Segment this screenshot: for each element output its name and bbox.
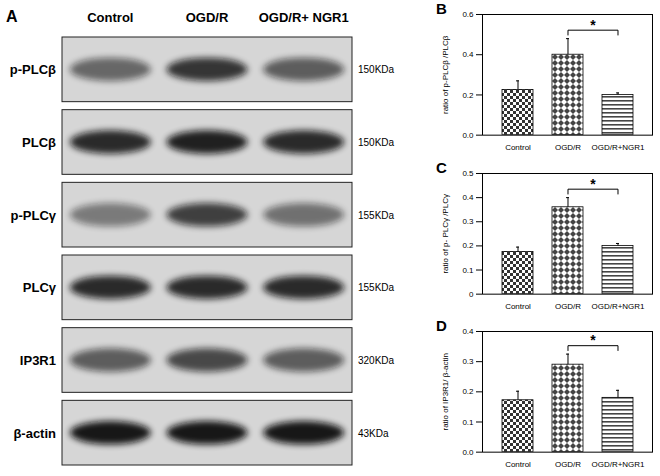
svg-text:*: *	[590, 17, 596, 33]
svg-text:OGD/R: OGD/R	[555, 460, 581, 469]
svg-text:IP3R1: IP3R1	[20, 353, 56, 368]
svg-text:Control: Control	[87, 10, 133, 25]
svg-text:43KDa: 43KDa	[358, 428, 389, 439]
svg-text:OGD/R+NGR1: OGD/R+NGR1	[591, 301, 645, 310]
html-text:C: C	[436, 158, 447, 176]
svg-text:Control: Control	[505, 301, 531, 310]
svg-text:β-actin: β-actin	[13, 426, 56, 441]
svg-text:p-PLCγ: p-PLCγ	[11, 208, 57, 223]
svg-text:Control: Control	[505, 143, 531, 152]
svg-text:*: *	[590, 175, 596, 191]
svg-text:155KDa: 155KDa	[358, 282, 395, 293]
svg-text:OGD/R+NGR1: OGD/R+NGR1	[591, 143, 645, 152]
svg-text:0.0: 0.0	[462, 448, 474, 457]
svg-text:OGD/R: OGD/R	[555, 143, 581, 152]
svg-text:ratio of p-PLCβ /PLCβ: ratio of p-PLCβ /PLCβ	[441, 35, 450, 114]
html-text:D: D	[436, 317, 447, 335]
svg-text:0.5: 0.5	[462, 169, 474, 178]
svg-text:PLCγ: PLCγ	[23, 280, 57, 295]
svg-text:OGD/R: OGD/R	[186, 10, 229, 25]
svg-text:0.2: 0.2	[462, 90, 474, 99]
svg-text:155KDa: 155KDa	[358, 210, 395, 221]
svg-text:150KDa: 150KDa	[358, 137, 395, 148]
svg-text:0.1: 0.1	[462, 265, 474, 274]
svg-text:A: A	[6, 8, 18, 25]
svg-text:150KDa: 150KDa	[358, 64, 395, 75]
svg-text:0: 0	[469, 289, 474, 298]
svg-text:320KDa: 320KDa	[358, 355, 395, 366]
html-text:B: B	[436, 0, 447, 17]
svg-text:0.4: 0.4	[462, 327, 474, 336]
svg-text:OGD/R: OGD/R	[555, 301, 581, 310]
svg-text:OGD/R+ NGR1: OGD/R+ NGR1	[259, 10, 349, 25]
svg-text:0.3: 0.3	[462, 217, 474, 226]
svg-text:0.4: 0.4	[462, 50, 474, 59]
svg-text:0.3: 0.3	[462, 358, 474, 367]
svg-text:0.2: 0.2	[462, 241, 474, 250]
svg-text:ratio of p- PLCγ /PLCγ: ratio of p- PLCγ /PLCγ	[441, 194, 450, 273]
svg-text:0.1: 0.1	[462, 418, 474, 427]
svg-text:Control: Control	[505, 460, 531, 469]
svg-text:ratio of IP3R1/ β-actin: ratio of IP3R1/ β-actin	[441, 353, 450, 430]
svg-text:0.4: 0.4	[462, 193, 474, 202]
svg-text:*: *	[590, 332, 596, 348]
svg-text:OGD/R+NGR1: OGD/R+NGR1	[591, 460, 645, 469]
svg-text:0.6: 0.6	[462, 10, 474, 19]
svg-text:0.2: 0.2	[462, 388, 474, 397]
svg-text:0.0: 0.0	[462, 131, 474, 140]
svg-text:PLCβ: PLCβ	[22, 135, 56, 150]
svg-text:p-PLCβ: p-PLCβ	[10, 62, 56, 77]
